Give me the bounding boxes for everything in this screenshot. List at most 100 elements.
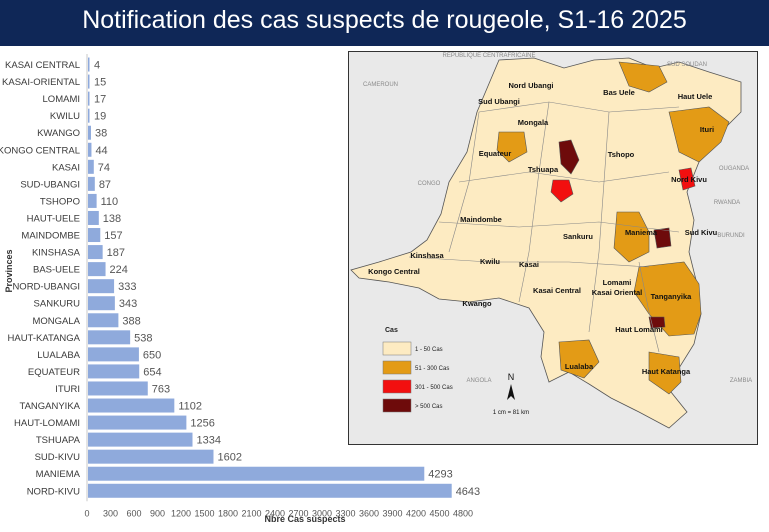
bar-maniema — [88, 466, 425, 481]
x-axis-label: Nbre Cas suspects — [264, 514, 345, 524]
bar-chart-svg: KASAI CENTRAL KASAI-ORIENTAL LOMAMI KWILU KW… — [0, 54, 480, 524]
category-label: EQUATEUR — [28, 367, 80, 378]
bar-kasai-oriental — [88, 74, 90, 89]
category-label: SUD-KIVU — [35, 452, 81, 463]
category-label: BAS-UELE — [33, 265, 80, 276]
legend-title: Cas — [385, 327, 398, 334]
legend-swatch — [382, 398, 412, 413]
bar-tanganyika — [88, 398, 175, 413]
x-tick-label: 2700 — [288, 508, 308, 518]
value-label: 4643 — [456, 486, 480, 498]
bar-kwango — [88, 125, 91, 140]
value-label: 187 — [107, 247, 125, 259]
province-label: Sud Ubangi — [478, 97, 520, 106]
legend-label: 51 - 300 Cas — [415, 366, 449, 372]
category-label: KINSHASA — [32, 248, 81, 259]
neighbor-label: RWANDA — [714, 200, 740, 206]
legend-group: 1 - 50 Cas 51 - 300 Cas 301 - 500 Cas > 500… — [382, 341, 453, 413]
category-label: MAINDOMBE — [21, 231, 80, 242]
value-label: 15 — [94, 77, 106, 89]
haut-katanga-region — [648, 351, 682, 395]
country-shape — [350, 57, 742, 429]
bar-sud-ubangi — [88, 176, 95, 191]
neighbor-label: ZAMBIA — [730, 378, 752, 384]
value-label: 19 — [94, 111, 106, 123]
value-label: 538 — [134, 332, 152, 344]
tshuapa-region — [558, 139, 580, 175]
category-label: LUALABA — [37, 350, 80, 361]
bar-kasai-central — [88, 57, 90, 72]
province-label: Kasai Central — [533, 286, 581, 295]
scale-label: 1 cm = 81 km — [493, 410, 529, 416]
category-label: NORD-KIVU — [27, 486, 80, 497]
x-tick-label: 300 — [103, 508, 118, 518]
neighbor-label: BURUNDI — [717, 233, 745, 239]
bar-mongala — [88, 313, 119, 328]
bar-tshuapa — [88, 432, 193, 447]
province-label: Tshopo — [608, 150, 635, 159]
province-label: Kongo Central — [368, 267, 420, 276]
province-label: Lomami — [603, 278, 632, 287]
x-tick-label: 2100 — [241, 508, 261, 518]
province-label: Haut Uele — [678, 92, 713, 101]
bar-maindombe — [88, 228, 101, 243]
map-panel: CAMEROUN REPUBLIQUE CENTRAFRICAINE SUD SOU… — [348, 51, 758, 445]
category-label: KASAI — [52, 162, 80, 173]
province-label: Nord Kivu — [671, 175, 707, 184]
tshuapa-red-area — [550, 179, 574, 203]
category-label: TANGANYIKA — [19, 401, 80, 412]
neighbor-label: SUD SOUDAN — [667, 62, 707, 68]
province-label: Sankuru — [563, 232, 593, 241]
province-label: Bas Uele — [603, 88, 635, 97]
x-tick-label: 1500 — [194, 508, 214, 518]
bar-ituri — [88, 381, 148, 396]
category-label: HAUT-UELE — [27, 213, 80, 224]
x-tick-label: 2400 — [265, 508, 285, 518]
x-tick-label: 4200 — [406, 508, 426, 518]
neighbor-label: OUGANDA — [719, 166, 749, 172]
x-tick-label: 3300 — [335, 508, 355, 518]
province-label: Tanganyika — [651, 292, 693, 301]
bar-nord-ubangi — [88, 279, 115, 294]
province-label: Haut Lomami — [615, 325, 663, 334]
bar-haut-uele — [88, 210, 99, 225]
province-label: Nord Ubangi — [509, 81, 554, 90]
category-label: SANKURU — [34, 299, 81, 310]
province-label: Kwilu — [480, 257, 500, 266]
y-axis-label: Provinces — [4, 249, 14, 292]
category-label: MANIEMA — [36, 469, 81, 480]
neighbor-label: ANGOLA — [466, 378, 491, 384]
bas-uele-region — [618, 61, 668, 93]
value-label: 38 — [95, 128, 107, 140]
category-label: LOMAMI — [43, 94, 80, 105]
lualaba-region — [558, 339, 600, 379]
category-label: KWANGO — [37, 128, 80, 139]
x-tick-label: 1200 — [171, 508, 191, 518]
neighbor-label: CAMEROUN — [363, 82, 398, 88]
province-label: Haut Katanga — [642, 367, 691, 376]
province-label: Kinshasa — [410, 251, 444, 260]
value-label: 138 — [103, 213, 121, 225]
category-label: SUD-UBANGI — [20, 179, 80, 190]
x-tick-label: 3600 — [359, 508, 379, 518]
value-label: 650 — [143, 349, 161, 361]
province-label: Lualaba — [565, 362, 594, 371]
category-label: MONGALA — [32, 316, 80, 327]
bar-kongo-central — [88, 142, 92, 157]
maniema-region — [613, 211, 650, 263]
bar-haut-katanga — [88, 330, 131, 345]
bar-tshopo — [88, 193, 97, 208]
province-label: Maniema — [625, 228, 658, 237]
category-label: KASAI-ORIENTAL — [2, 77, 80, 88]
value-label: 4 — [94, 60, 100, 72]
value-label: 87 — [99, 179, 111, 191]
category-label: ITURI — [55, 384, 80, 395]
value-label: 110 — [101, 196, 119, 208]
neighbor-label: CONGO — [418, 181, 441, 187]
value-label: 4293 — [428, 469, 452, 481]
value-label: 74 — [98, 162, 110, 174]
value-label: 1102 — [178, 401, 202, 413]
bar-equateur — [88, 364, 140, 379]
ituri-region — [668, 106, 730, 163]
x-tick-label: 4800 — [453, 508, 473, 518]
